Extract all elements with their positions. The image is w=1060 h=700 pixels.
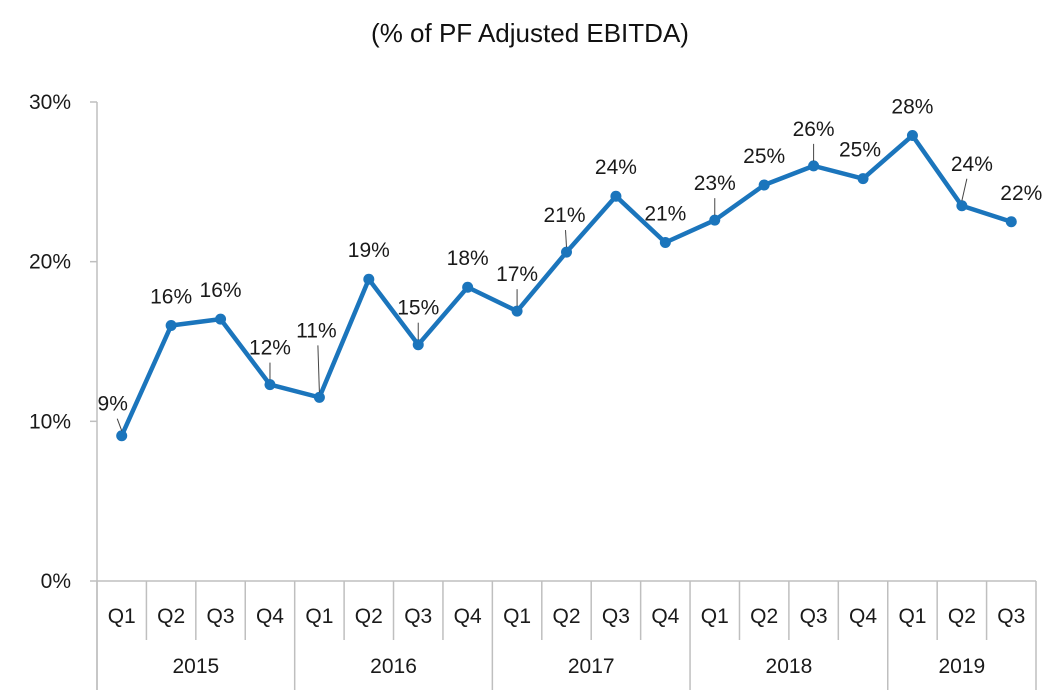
- data-label: 25%: [839, 139, 881, 162]
- x-category-label: Q3: [404, 605, 432, 628]
- x-group-label: 2016: [370, 655, 417, 678]
- data-label: 25%: [743, 145, 785, 168]
- data-label-leader: [317, 345, 320, 393]
- data-point: [116, 430, 128, 442]
- data-label: 26%: [793, 118, 835, 141]
- data-point: [561, 246, 572, 258]
- x-category-label: Q2: [355, 605, 383, 628]
- data-label: 24%: [595, 156, 637, 179]
- x-category-label: Q1: [503, 605, 531, 628]
- data-label: 22%: [1000, 182, 1042, 205]
- x-category-label: Q4: [256, 605, 284, 628]
- data-label-leader: [565, 230, 567, 248]
- data-label: 23%: [694, 172, 736, 195]
- x-category-label: Q1: [701, 605, 729, 628]
- y-tick-label: 10%: [29, 410, 71, 433]
- data-point: [906, 130, 918, 142]
- data-label: 15%: [397, 297, 439, 320]
- data-label: 12%: [249, 337, 291, 360]
- data-point: [808, 160, 820, 172]
- data-point: [511, 305, 523, 317]
- x-category-label: Q4: [849, 605, 877, 628]
- data-label: 16%: [200, 279, 242, 302]
- y-tick-label: 30%: [29, 91, 71, 114]
- data-label: 21%: [644, 203, 686, 226]
- series-line: [119, 133, 1014, 438]
- data-label: 18%: [447, 247, 489, 270]
- chart-title: (% of PF Adjusted EBITDA): [371, 18, 689, 48]
- x-category-label: Q4: [454, 605, 482, 628]
- data-point: [165, 320, 177, 332]
- data-label: 28%: [891, 96, 933, 119]
- data-label: 24%: [951, 153, 993, 176]
- data-label-leader: [961, 178, 968, 201]
- x-group-label: 2018: [766, 655, 813, 678]
- data-label: 11%: [296, 319, 336, 342]
- x-category-label: Q3: [800, 605, 828, 628]
- data-point: [412, 339, 424, 351]
- x-category-label: Q1: [305, 605, 333, 628]
- x-category-label: Q3: [602, 605, 630, 628]
- x-group-label: 2015: [172, 655, 219, 678]
- data-point: [956, 200, 968, 212]
- x-group-label: 2017: [568, 655, 615, 678]
- x-category-label: Q3: [207, 605, 235, 628]
- data-point: [264, 379, 276, 391]
- data-label: 19%: [348, 239, 390, 262]
- data-point: [857, 173, 869, 185]
- data-label: 9%: [98, 393, 128, 416]
- x-group-label: 2019: [939, 655, 986, 678]
- data-label-leader: [116, 418, 123, 431]
- data-label: 17%: [496, 263, 538, 286]
- x-category-label: Q3: [997, 605, 1025, 628]
- x-category-label: Q1: [898, 605, 926, 628]
- x-category-label: Q2: [948, 605, 976, 628]
- data-point: [363, 273, 375, 285]
- y-tick-label: 20%: [29, 251, 71, 274]
- data-point: [758, 179, 770, 191]
- x-category-label: Q2: [157, 605, 185, 628]
- data-point: [709, 214, 721, 226]
- data-point: [215, 313, 227, 325]
- x-category-label: Q2: [552, 605, 580, 628]
- y-tick-label: 0%: [41, 570, 71, 593]
- x-category-label: Q2: [750, 605, 778, 628]
- data-label: 21%: [543, 204, 585, 227]
- data-point: [313, 391, 325, 403]
- x-category-label: Q4: [651, 605, 679, 628]
- data-point: [659, 237, 671, 249]
- data-point: [610, 190, 622, 202]
- data-label: 16%: [150, 286, 192, 309]
- data-point: [462, 281, 474, 293]
- x-category-label: Q1: [108, 605, 136, 628]
- data-point: [1005, 216, 1017, 228]
